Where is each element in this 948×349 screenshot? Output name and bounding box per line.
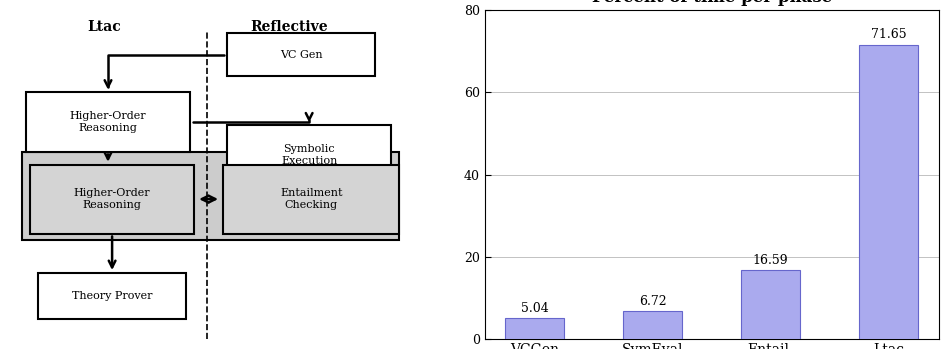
Bar — [741, 270, 800, 339]
FancyBboxPatch shape — [30, 165, 194, 233]
Text: Symbolic
Execution: Symbolic Execution — [281, 144, 337, 166]
FancyBboxPatch shape — [228, 125, 392, 184]
FancyBboxPatch shape — [223, 165, 399, 233]
Text: 71.65: 71.65 — [870, 28, 906, 42]
Text: 16.59: 16.59 — [753, 254, 789, 267]
Text: 6.72: 6.72 — [639, 295, 666, 308]
Text: Higher-Order
Reasoning: Higher-Order Reasoning — [70, 111, 146, 133]
Text: Higher-Order
Reasoning: Higher-Order Reasoning — [74, 188, 151, 210]
FancyBboxPatch shape — [26, 92, 191, 151]
Text: 5.04: 5.04 — [521, 302, 549, 314]
Bar — [505, 318, 564, 339]
Text: Ltac: Ltac — [87, 20, 120, 34]
Title: Percent of time per phase: Percent of time per phase — [592, 0, 831, 6]
Text: Entailment
Checking: Entailment Checking — [280, 188, 342, 210]
Text: VC Gen: VC Gen — [280, 50, 322, 60]
FancyBboxPatch shape — [38, 273, 186, 319]
FancyBboxPatch shape — [228, 34, 374, 76]
Bar — [859, 45, 918, 339]
FancyBboxPatch shape — [22, 151, 399, 240]
Bar — [623, 311, 683, 339]
Text: Reflective: Reflective — [250, 20, 327, 34]
Text: Theory Prover: Theory Prover — [72, 291, 153, 301]
